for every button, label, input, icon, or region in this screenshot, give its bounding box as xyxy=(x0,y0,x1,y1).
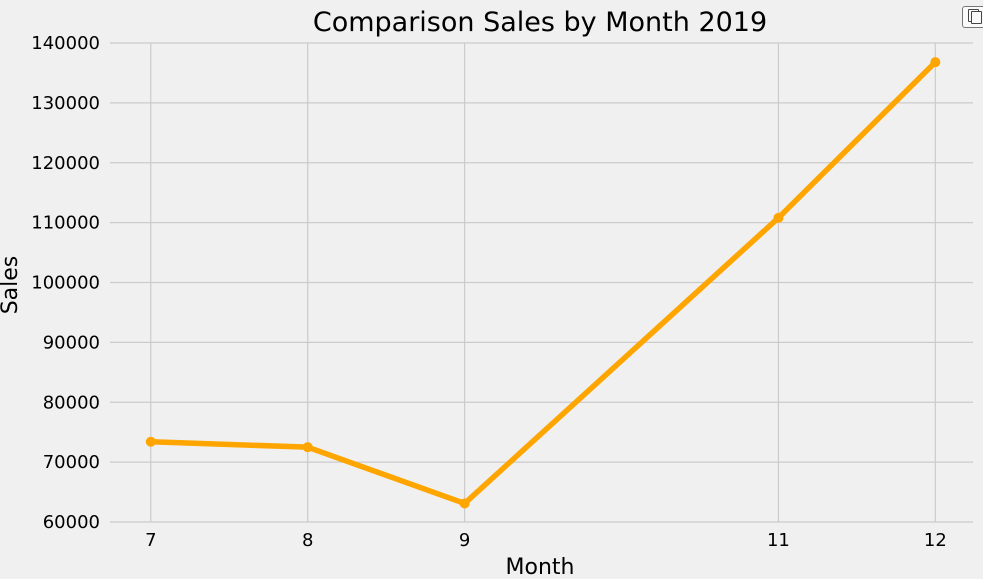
data-point xyxy=(773,212,784,223)
y-axis-title: Sales xyxy=(0,256,23,315)
y-tick-label: 60000 xyxy=(43,512,100,533)
y-axis-ticks: 60000 70000 80000 90000 100000 110000 120000 13… xyxy=(31,33,100,533)
y-tick-label: 100000 xyxy=(31,273,100,294)
x-axis-ticks: 7 8 9 11 12 xyxy=(145,530,947,551)
series-layer xyxy=(145,57,941,509)
copy-icon-front xyxy=(971,11,982,24)
data-point xyxy=(302,442,313,453)
copy-button[interactable] xyxy=(962,6,983,28)
y-tick-label: 80000 xyxy=(43,392,100,413)
x-tick-label: 11 xyxy=(767,530,790,551)
y-tick-label: 120000 xyxy=(31,153,100,174)
x-tick-label: 12 xyxy=(924,530,947,551)
x-tick-label: 8 xyxy=(302,530,313,551)
x-axis-title: Month xyxy=(506,555,575,575)
y-tick-label: 140000 xyxy=(31,33,100,54)
chart-title: Comparison Sales by Month 2019 xyxy=(313,7,767,38)
data-point xyxy=(459,498,470,509)
x-tick-label: 7 xyxy=(145,530,156,551)
x-tick-label: 9 xyxy=(459,530,470,551)
y-tick-label: 110000 xyxy=(31,213,100,234)
data-point xyxy=(930,57,941,68)
grid xyxy=(110,42,973,523)
data-point xyxy=(145,436,156,447)
y-tick-label: 90000 xyxy=(43,332,100,353)
y-tick-label: 70000 xyxy=(43,452,100,473)
y-tick-label: 130000 xyxy=(31,93,100,114)
